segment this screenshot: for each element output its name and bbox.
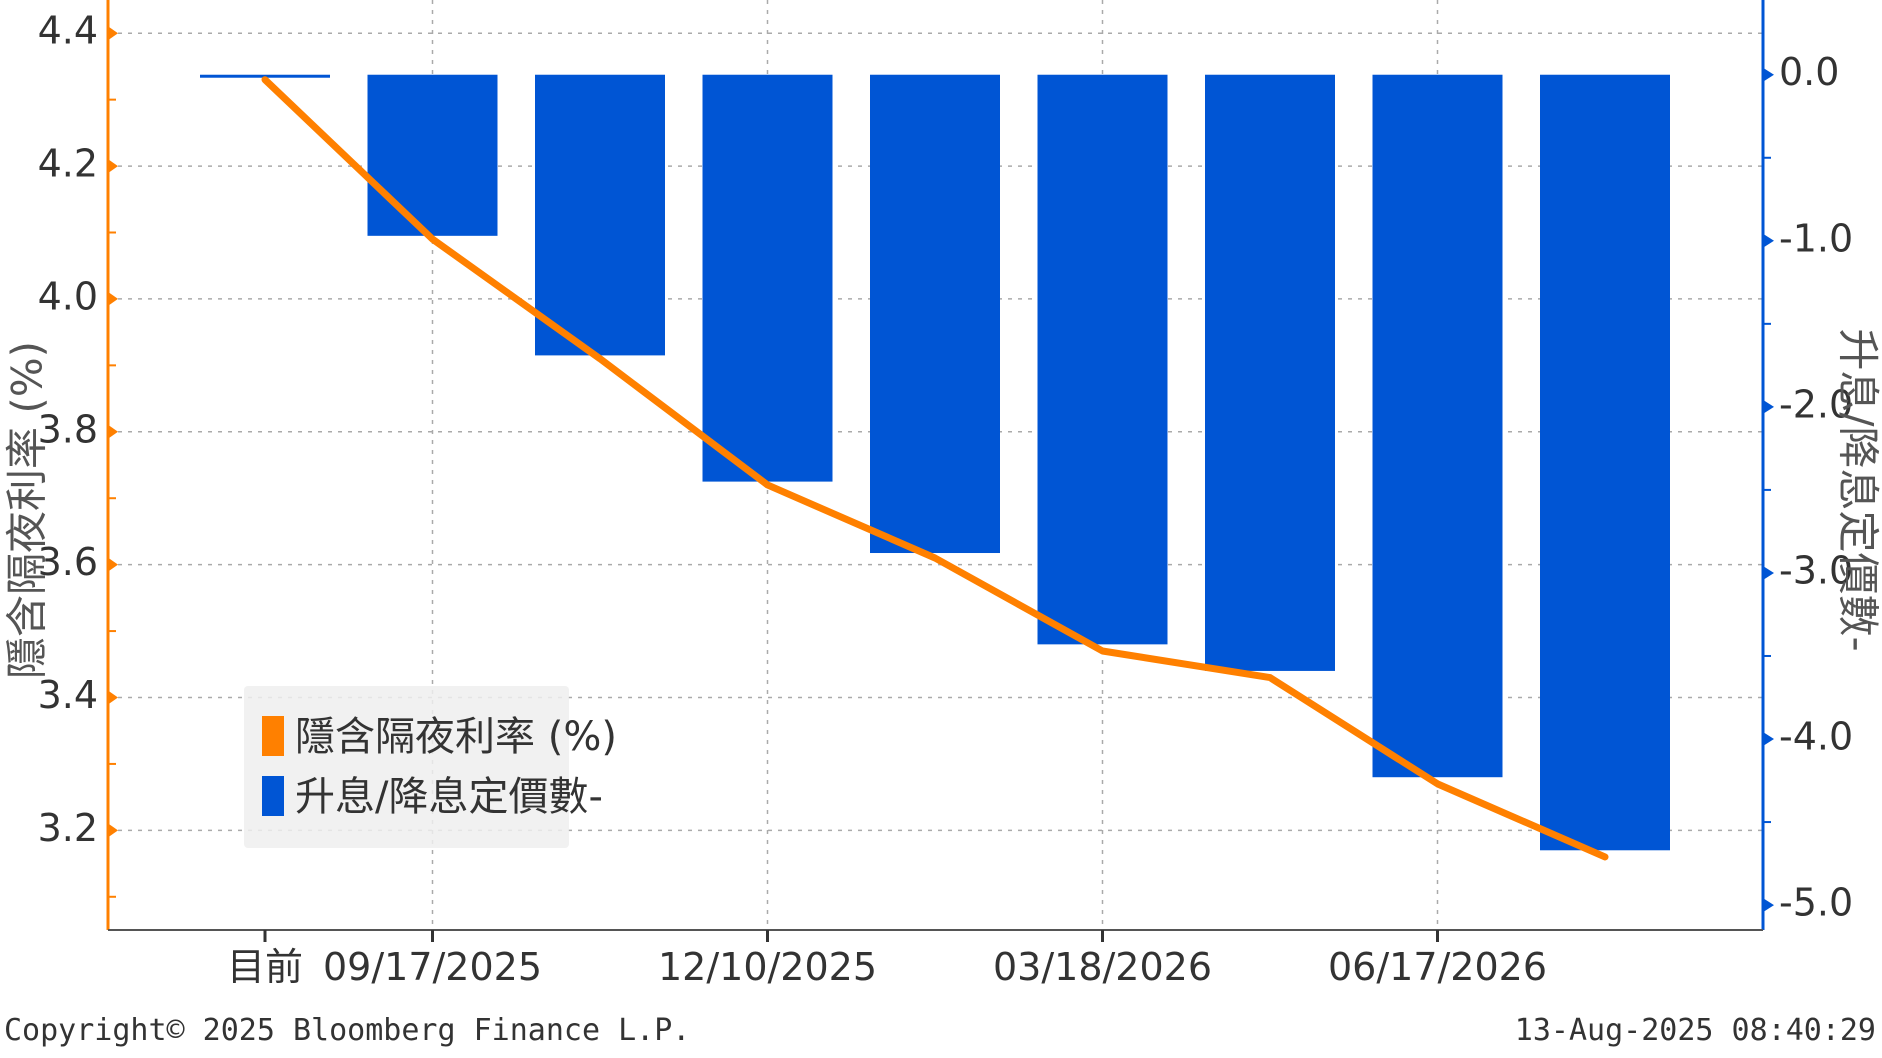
left-tick-label: 3.8 [38, 407, 98, 451]
right-tick-label: -4.0 [1779, 715, 1853, 759]
right-tick-mark [1763, 898, 1774, 913]
legend-box [244, 686, 569, 848]
left-tick-label: 3.4 [38, 673, 98, 717]
right-tick-label: -5.0 [1779, 881, 1853, 925]
left-tick-mark [108, 424, 118, 439]
right-tick-label: -3.0 [1779, 548, 1853, 592]
left-tick-mark [108, 557, 118, 572]
legend-label-bar: 升息/降息定價數- [295, 774, 603, 820]
x-tick-label: 目前 [227, 945, 303, 989]
timestamp-text: 13-Aug-2025 08:40:29 [1515, 1013, 1876, 1048]
left-tick-mark [108, 690, 118, 705]
x-axis: 目前 09/17/2025 12/10/2025 03/18/2026 06/17/20… [108, 929, 1763, 989]
bar-series [200, 74, 1670, 851]
right-axis: 0.0 -1.0 -2.0 -3.0 -4.0 -5.0 [1761, 0, 1853, 930]
left-tick-mark [108, 291, 118, 306]
legend-swatch-line [262, 716, 284, 756]
right-tick-mark [1763, 399, 1774, 414]
left-axis: 3.2 3.4 3.6 3.8 4.0 4.2 4.4 [38, 0, 118, 930]
line-point [764, 481, 771, 488]
line-point [1267, 674, 1273, 681]
right-tick-mark [1763, 67, 1774, 82]
right-axis-title: 升息/降息定價數- [1834, 328, 1882, 651]
x-tick-label: 06/17/2026 [1328, 945, 1547, 989]
left-tick-label: 3.6 [38, 540, 98, 584]
left-tick-label: 3.2 [38, 806, 98, 850]
left-axis-title: 隱含隔夜利率 (%) [3, 341, 52, 679]
bar [1037, 74, 1168, 645]
line-series [261, 76, 1609, 861]
right-tick-mark [1763, 732, 1774, 747]
line-point [1099, 648, 1106, 654]
right-tick-mark [1763, 233, 1774, 248]
bar [1540, 74, 1670, 851]
left-tick-label: 4.4 [38, 9, 98, 53]
line-point [262, 76, 268, 83]
bar [535, 74, 665, 356]
legend: 隱含隔夜利率 (%) 升息/降息定價數- [244, 686, 617, 848]
right-tick-label: 0.0 [1779, 50, 1839, 94]
bar [702, 74, 833, 482]
left-tick-mark [108, 823, 118, 838]
line-point [1602, 853, 1608, 860]
legend-swatch-bar [262, 776, 284, 816]
bar [870, 74, 1000, 554]
left-tick-label: 4.0 [38, 274, 98, 318]
line-point [932, 555, 938, 561]
x-tick-label: 09/17/2025 [323, 945, 542, 989]
copyright-text: Copyright© 2025 Bloomberg Finance L.P. [4, 1013, 690, 1048]
line-point [429, 236, 436, 243]
line-point [1434, 780, 1441, 787]
right-tick-mark [1763, 565, 1774, 580]
right-tick-label: -1.0 [1779, 216, 1853, 260]
line-point [597, 355, 603, 362]
x-tick-label: 03/18/2026 [993, 945, 1212, 989]
legend-label-line: 隱含隔夜利率 (%) [295, 714, 617, 760]
left-tick-mark [108, 159, 118, 174]
bar [367, 74, 498, 236]
left-tick-label: 4.2 [38, 142, 98, 186]
right-tick-label: -2.0 [1779, 382, 1853, 426]
bar [1372, 74, 1503, 778]
x-tick-label: 12/10/2025 [658, 945, 877, 989]
bar [1205, 74, 1335, 671]
left-tick-mark [108, 26, 118, 41]
